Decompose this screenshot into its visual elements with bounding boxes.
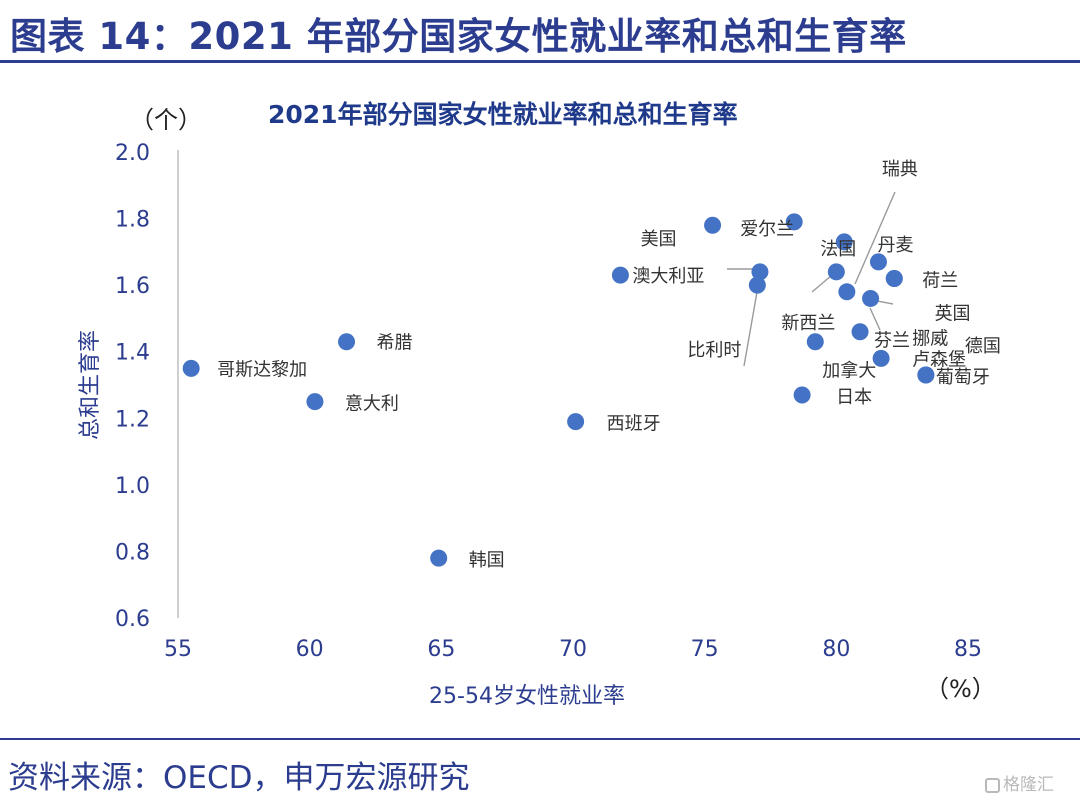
data-point xyxy=(182,359,200,377)
data-label: 比利时 xyxy=(687,340,741,361)
data-label: 日本 xyxy=(836,387,872,408)
leader-line-ruidian xyxy=(854,191,896,285)
y-tick-label: 1.4 xyxy=(115,341,150,366)
data-point xyxy=(785,213,803,231)
data-label: 希腊 xyxy=(377,333,413,354)
data-point xyxy=(430,549,448,567)
data-point xyxy=(851,323,869,341)
data-point xyxy=(806,333,824,351)
y-tick-labels: 0.6 0.8 1.0 1.2 1.4 1.6 1.8 2.0 xyxy=(115,141,150,632)
y-axis-title: 总和生育率 xyxy=(78,330,103,440)
data-point xyxy=(338,333,356,351)
figure-header: 图表 14：2021 年部分国家女性就业率和总和生育率 xyxy=(0,0,1080,70)
data-label: 葡萄牙 xyxy=(936,367,990,388)
data-label: 澳大利亚 xyxy=(632,266,704,287)
y-tick-label: 0.8 xyxy=(115,540,150,565)
data-point xyxy=(827,263,845,281)
data-point xyxy=(872,349,890,367)
x-tick-labels: 55 60 65 70 75 80 85 xyxy=(164,637,982,662)
watermark-logo-icon xyxy=(985,778,1000,793)
data-point xyxy=(862,289,880,307)
x-tick-label: 85 xyxy=(954,637,982,662)
x-tick-label: 70 xyxy=(559,637,587,662)
data-label: 美国 xyxy=(641,229,677,250)
data-label: 韩国 xyxy=(469,550,505,571)
data-point xyxy=(793,386,811,404)
y-tick-label: 1.8 xyxy=(115,208,150,233)
data-label: 法国 xyxy=(820,239,856,260)
data-label: 丹麦 xyxy=(877,235,913,256)
x-tick-label: 55 xyxy=(164,637,192,662)
data-label: 哥斯达黎加 xyxy=(217,359,307,380)
data-point xyxy=(751,263,769,281)
y-tick-label: 0.6 xyxy=(115,607,150,632)
leader-line-fenlan xyxy=(869,307,881,331)
source-note: 资料来源：OECD，申万宏源研究 xyxy=(8,760,470,796)
data-point xyxy=(748,276,766,294)
data-label: 卢森堡 xyxy=(912,349,966,370)
data-point xyxy=(885,269,903,287)
data-label: 芬兰 xyxy=(874,331,910,352)
data-points xyxy=(182,213,935,567)
data-label: 加拿大 xyxy=(822,360,876,382)
data-label: 西班牙 xyxy=(607,414,661,435)
watermark: 格隆汇 xyxy=(985,770,1054,795)
chart-title: 2021年部分国家女性就业率和总和生育率 xyxy=(268,100,738,129)
y-tick-label: 1.6 xyxy=(115,274,150,299)
data-point xyxy=(869,253,887,271)
data-point xyxy=(838,283,856,301)
x-unit-label: （%） xyxy=(925,675,996,703)
x-tick-label: 75 xyxy=(691,637,719,662)
title-rule xyxy=(0,60,1080,63)
y-unit-label: （个） xyxy=(130,106,202,134)
scatter-chart: 2021年部分国家女性就业率和总和生育率 （个） （%） 25-54岁女性就业率… xyxy=(78,100,1001,709)
data-label: 意大利 xyxy=(345,394,399,415)
x-axis-title: 25-54岁女性就业率 xyxy=(429,684,625,709)
figure-title: 图表 14：2021 年部分国家女性就业率和总和生育率 xyxy=(10,15,907,58)
data-point xyxy=(306,393,324,411)
data-label: 荷兰 xyxy=(922,270,958,291)
data-label: 新西兰 xyxy=(781,313,835,334)
data-label: 爱尔兰 xyxy=(740,219,794,240)
data-point xyxy=(704,216,722,234)
y-tick-label: 1.0 xyxy=(115,474,150,499)
y-tick-label: 2.0 xyxy=(115,141,150,166)
data-label: 瑞典 xyxy=(882,159,918,180)
data-point xyxy=(567,413,585,431)
x-tick-label: 60 xyxy=(296,637,324,662)
data-label: 德国 xyxy=(965,336,1001,357)
data-label: 英国 xyxy=(935,303,971,324)
watermark-text: 格隆汇 xyxy=(1003,775,1054,795)
data-point xyxy=(917,366,935,384)
x-tick-label: 80 xyxy=(822,637,850,662)
x-tick-label: 65 xyxy=(427,637,455,662)
leader-line-bilishi xyxy=(743,291,758,367)
source-rule xyxy=(0,738,1080,740)
data-label: 挪威 xyxy=(912,328,948,349)
y-tick-label: 1.2 xyxy=(115,407,150,432)
data-point xyxy=(835,233,853,251)
data-point xyxy=(611,266,629,284)
